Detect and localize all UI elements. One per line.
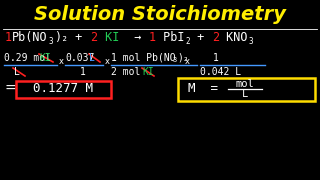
Text: +: + (68, 31, 90, 44)
Text: KNO: KNO (220, 31, 248, 44)
Text: 0.29 mol: 0.29 mol (4, 53, 57, 63)
Text: 1: 1 (5, 31, 12, 44)
Text: mol: mol (236, 79, 254, 89)
Text: L: L (14, 67, 20, 77)
Text: 2: 2 (185, 37, 190, 46)
Text: 0.1277 M: 0.1277 M (33, 82, 93, 96)
Text: +: + (190, 31, 212, 44)
Text: 1 mol Pb(NO: 1 mol Pb(NO (111, 53, 176, 63)
Text: Solution Stoichiometry: Solution Stoichiometry (34, 6, 286, 24)
FancyBboxPatch shape (178, 78, 315, 100)
Text: x: x (105, 57, 110, 66)
Text: 1: 1 (149, 31, 156, 44)
Text: 3: 3 (249, 37, 253, 46)
Text: KI: KI (39, 53, 51, 63)
Text: 3: 3 (49, 37, 53, 46)
Text: )₂: )₂ (177, 53, 189, 63)
Text: PbI: PbI (156, 31, 185, 44)
Text: 1: 1 (80, 67, 86, 77)
Text: M  =: M = (188, 82, 218, 96)
FancyBboxPatch shape (15, 80, 110, 98)
Text: L: L (242, 89, 248, 99)
Text: 2: 2 (212, 31, 219, 44)
Text: L: L (89, 53, 95, 63)
Text: )₂: )₂ (54, 31, 68, 44)
Text: →: → (120, 31, 148, 44)
Text: Pb(NO: Pb(NO (12, 31, 48, 44)
Text: x: x (59, 57, 64, 66)
Text: 2 mol: 2 mol (111, 67, 146, 77)
Text: 0.042 L: 0.042 L (200, 67, 241, 77)
Text: x: x (185, 57, 190, 66)
Text: KI: KI (142, 67, 154, 77)
Text: =: = (4, 82, 16, 96)
Text: KI: KI (98, 31, 119, 44)
Text: 1: 1 (213, 53, 219, 63)
Text: 2: 2 (90, 31, 97, 44)
Text: 0.037: 0.037 (65, 53, 94, 63)
Text: 3: 3 (173, 57, 177, 63)
